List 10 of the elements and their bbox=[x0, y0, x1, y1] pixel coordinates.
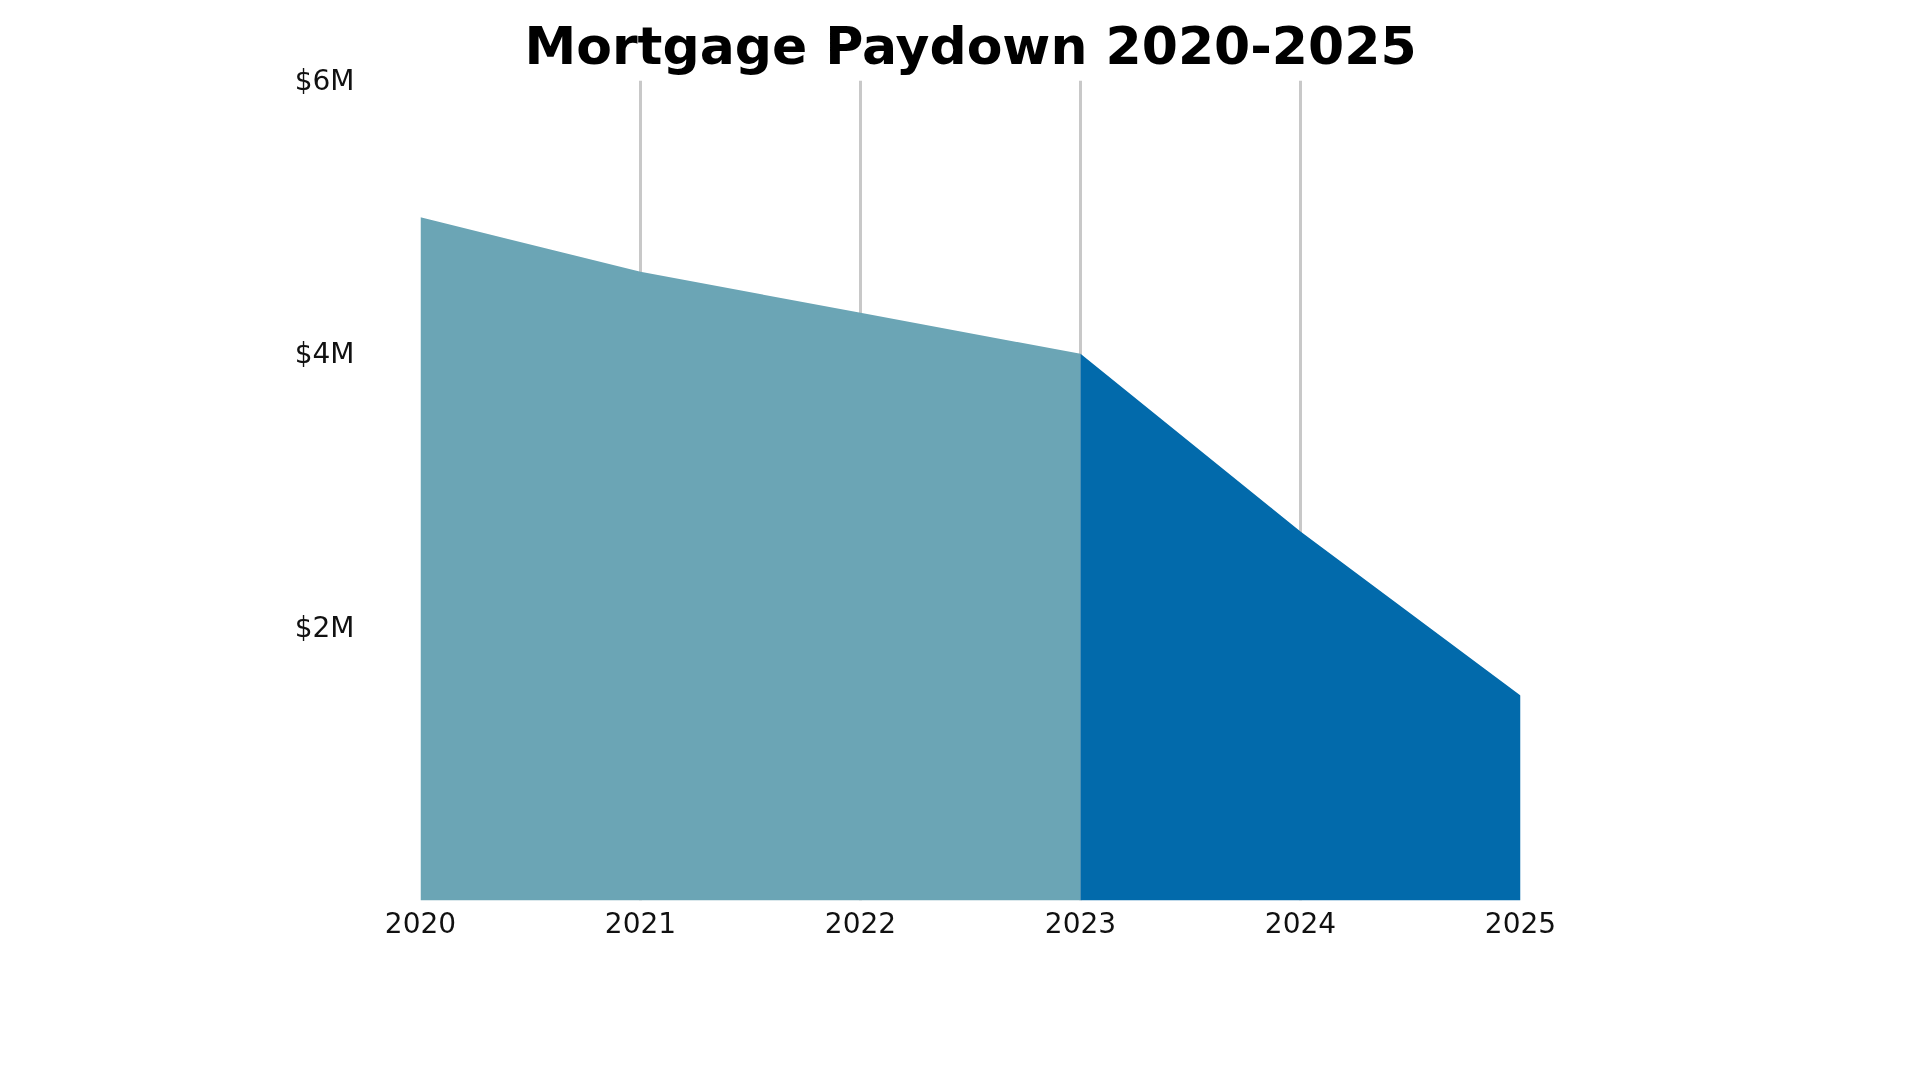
chart-title: Mortgage Paydown 2020-2025 bbox=[524, 15, 1417, 76]
y-tick-label: $4M bbox=[294, 337, 355, 371]
x-tick-label: 2023 bbox=[1044, 906, 1117, 940]
x-tick-label: 2021 bbox=[604, 906, 677, 940]
x-tick-label: 2024 bbox=[1264, 906, 1337, 940]
x-tick-label: 2025 bbox=[1484, 906, 1557, 940]
x-tick-label: 2020 bbox=[384, 906, 457, 940]
y-tick-label: $6M bbox=[294, 64, 355, 97]
x-tick-label: 2022 bbox=[824, 906, 897, 940]
y-tick-label: $2M bbox=[294, 610, 355, 644]
